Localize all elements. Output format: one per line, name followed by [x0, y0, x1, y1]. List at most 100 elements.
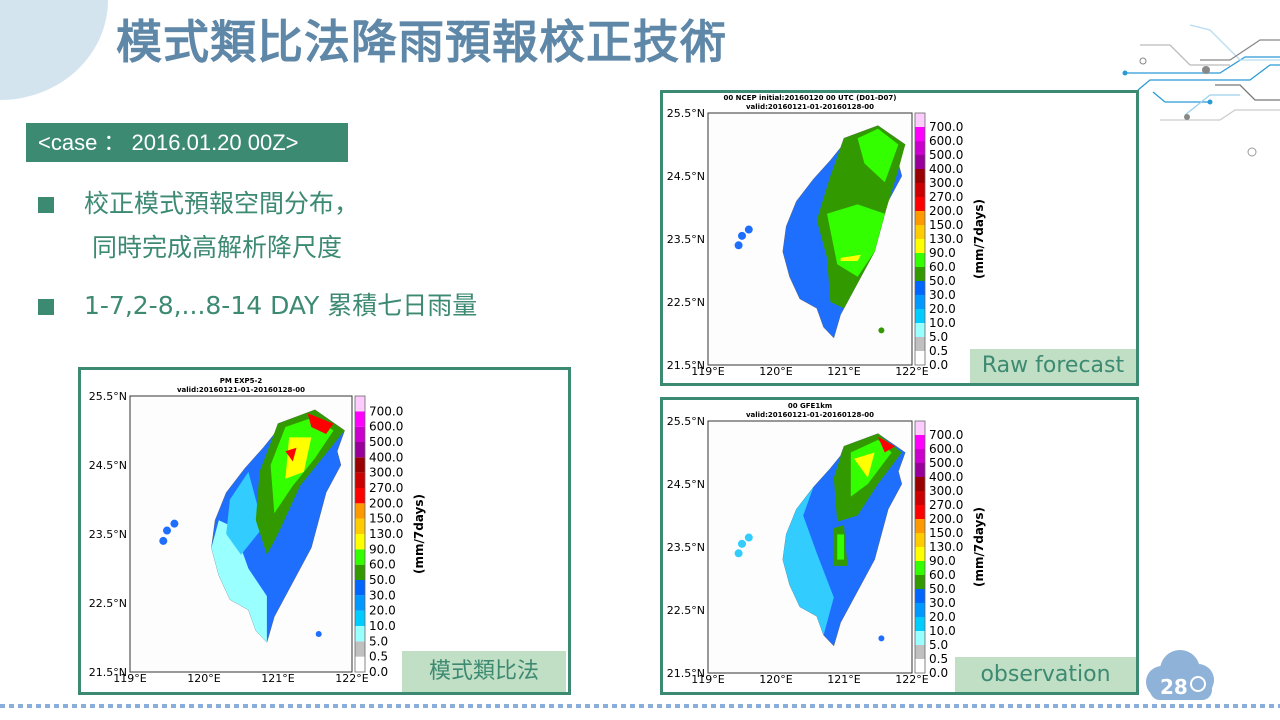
colorbar-level-label: 600.0 — [929, 442, 963, 456]
lon-tick-label: 121°E — [827, 365, 860, 378]
colorbar-bin — [355, 610, 365, 626]
colorbar-level-label: 60.0 — [929, 260, 956, 274]
colorbar-bin — [915, 295, 925, 309]
rain-region — [211, 520, 267, 643]
colorbar-bin — [355, 595, 365, 611]
colorbar-bin — [355, 426, 365, 442]
penghu-island — [163, 526, 171, 535]
colorbar-level-label: 270.0 — [929, 498, 963, 512]
colorbar-bin — [915, 659, 925, 673]
colorbar-level-label: 0.0 — [929, 358, 948, 372]
lat-tick-label: 23.5°N — [89, 528, 127, 541]
colorbar-level-label: 130.0 — [929, 232, 963, 246]
colorbar-level-label: 0.0 — [929, 666, 948, 680]
lon-tick-label: 119°E — [691, 673, 724, 686]
colorbar-level-label: 300.0 — [929, 176, 963, 190]
penghu-island — [744, 533, 753, 542]
lat-tick-label: 22.5°N — [89, 597, 127, 610]
lon-tick-label: 119°E — [691, 365, 724, 378]
colorbar-level-label: 200.0 — [929, 204, 963, 218]
lat-tick-label: 21.5°N — [89, 666, 127, 679]
colorbar-level-label: 130.0 — [369, 527, 403, 541]
colorbar-frame — [914, 420, 926, 674]
colorbar-bin — [915, 351, 925, 365]
colorbar-frame — [914, 112, 926, 366]
colorbar-frame — [354, 395, 366, 673]
colorbar-bin — [355, 503, 365, 519]
colorbar-level-label: 90.0 — [929, 554, 956, 568]
lon-tick-label: 120°E — [187, 672, 220, 685]
colorbar-level-label: 200.0 — [369, 496, 403, 510]
colorbar-level-label: 0.5 — [929, 344, 948, 358]
case-label: <case ： 2016.01.20 00Z> — [26, 123, 348, 162]
rain-region — [307, 413, 334, 434]
lon-tick-label: 121°E — [827, 673, 860, 686]
colorbar-level-label: 60.0 — [929, 568, 956, 582]
colorbar-bin — [915, 239, 925, 253]
lon-tick-label: 122°E — [335, 672, 368, 685]
colorbar-bin — [915, 281, 925, 295]
colorbar-level-label: 50.0 — [369, 573, 396, 587]
colorbar-bin — [915, 603, 925, 617]
colorbar-bin — [915, 253, 925, 267]
circuit-decoration — [1122, 24, 1280, 157]
colorbar-level-label: 270.0 — [369, 481, 403, 495]
colorbar-bin — [915, 337, 925, 351]
colorbar-level-label: 0.5 — [369, 650, 388, 664]
colorbar-bin — [915, 589, 925, 603]
colorbar-level-label: 500.0 — [929, 456, 963, 470]
penghu-island — [738, 539, 746, 548]
colorbar-level-label: 500.0 — [369, 435, 403, 449]
colorbar-level-label: 400.0 — [929, 162, 963, 176]
colorbar-level-label: 400.0 — [929, 470, 963, 484]
colorbar-bin — [915, 127, 925, 141]
colorbar-level-label: 10.0 — [369, 619, 396, 633]
colorbar-bin — [355, 580, 365, 596]
map-title: 00 NCEP initial:20160120 00 UTC (D01-D07… — [724, 94, 897, 102]
rain-region — [857, 128, 899, 183]
rain-region — [285, 437, 312, 479]
map-title: 00 GFE1km — [788, 402, 832, 410]
rain-region — [226, 471, 264, 555]
penghu-island — [734, 241, 743, 250]
colorbar-bin — [915, 491, 925, 505]
colorbar-level-label: 200.0 — [929, 512, 963, 526]
colorbar-level-label: 400.0 — [369, 450, 403, 464]
colorbar-bin — [915, 449, 925, 463]
colorbar-bin — [915, 225, 925, 239]
lon-tick-label: 122°E — [895, 673, 928, 686]
bullet-2: 1-7,2-8,...8-14 DAY 累積七日雨量 — [38, 286, 477, 322]
bullet-text: 1-7,2-8,...8-14 DAY 累積七日雨量 — [84, 291, 478, 320]
colorbar-level-label: 60.0 — [369, 558, 396, 572]
colorbar-level-label: 300.0 — [929, 484, 963, 498]
colorbar-bin — [355, 641, 365, 657]
colorbar-bin — [355, 457, 365, 473]
colorbar-unit-label: (mm/7days) — [972, 199, 986, 279]
colorbar-level-label: 150.0 — [929, 526, 963, 540]
map-subtitle: valid:20160121-01-20160128-00 — [746, 411, 874, 419]
colorbar-bin — [915, 155, 925, 169]
colorbar-level-label: 30.0 — [929, 288, 956, 302]
bullet-square-icon — [38, 197, 54, 213]
bullet-square-icon — [38, 299, 54, 315]
colorbar-bin — [915, 323, 925, 337]
colorbar-level-label: 300.0 — [369, 466, 403, 480]
observation-tag: observation — [955, 657, 1136, 692]
colorbar-level-label: 5.0 — [929, 638, 948, 652]
lon-tick-label: 119°E — [113, 672, 146, 685]
map-title: PM EXP5-2 — [220, 377, 263, 385]
colorbar-level-label: 600.0 — [369, 420, 403, 434]
colorbar-bin — [915, 645, 925, 659]
lat-tick-label: 22.5°N — [667, 604, 705, 617]
colorbar-level-label: 500.0 — [929, 148, 963, 162]
colorbar-bin — [355, 564, 365, 580]
colorbar-bin — [915, 421, 925, 435]
colorbar-bin — [915, 141, 925, 155]
colorbar-bin — [915, 477, 925, 491]
colorbar-bin — [915, 197, 925, 211]
lat-tick-label: 23.5°N — [667, 233, 705, 246]
footer-dotted-line — [0, 704, 1280, 708]
colorbar-bin — [915, 267, 925, 281]
colorbar-level-label: 30.0 — [369, 588, 396, 602]
